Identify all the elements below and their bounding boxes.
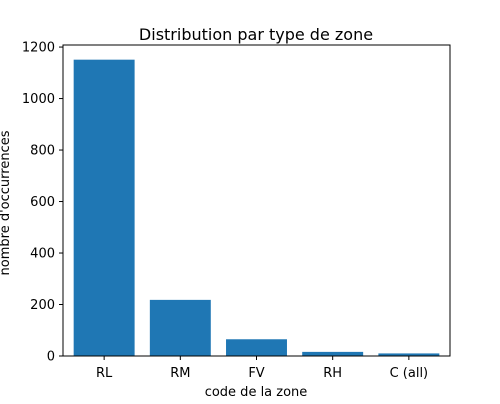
x-axis-ticks: RL RM FV RH C (all)	[96, 356, 428, 381]
y-tick-label: 800	[30, 144, 55, 159]
y-axis-ticks: 0 200 400 600 800 1000 1200	[22, 41, 63, 365]
chart-title: Distribution par type de zone	[139, 25, 373, 44]
plot-frame	[62, 44, 451, 357]
bar-c-all	[378, 353, 440, 356]
bar-rh	[302, 351, 364, 356]
y-tick-label: 1000	[22, 92, 55, 107]
bars-group	[73, 59, 440, 356]
y-tick-label: 1200	[22, 41, 55, 56]
x-tick-label: C (all)	[390, 366, 429, 381]
x-tick-label: RM	[170, 366, 190, 381]
x-tick-label: RL	[96, 366, 113, 381]
bar-fv	[226, 339, 287, 356]
y-tick-label: 400	[30, 247, 55, 262]
y-tick-label: 200	[30, 298, 55, 313]
y-axis-label: nombre d'occurrences	[0, 130, 13, 275]
x-tick-label: FV	[248, 366, 264, 381]
y-tick-label: 600	[30, 195, 55, 210]
bar-rl	[73, 59, 135, 356]
x-axis-label: code de la zone	[205, 385, 308, 400]
y-tick-label: 0	[47, 350, 55, 365]
bar-rm	[149, 299, 211, 356]
x-tick-label: RH	[323, 366, 342, 381]
